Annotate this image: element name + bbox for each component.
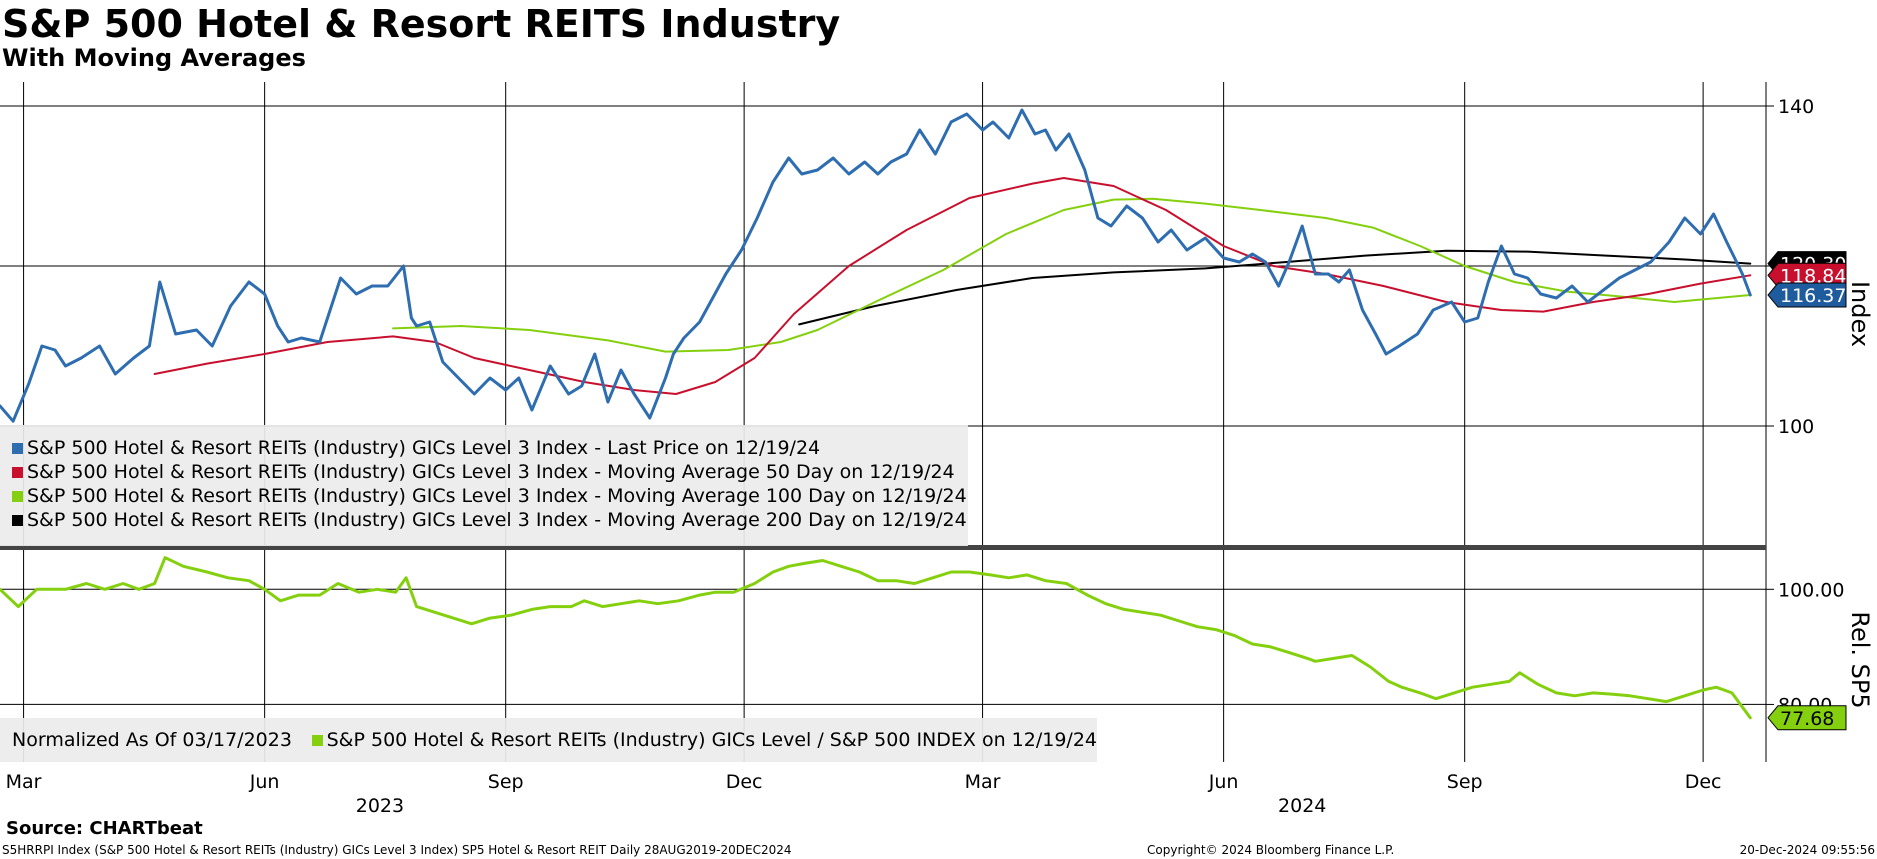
x-year-label: 2023 [356, 795, 404, 817]
normalized-note: Normalized As Of 03/17/2023 [12, 729, 292, 751]
legend-label-ma50: S&P 500 Hotel & Resort REITs (Industry) … [27, 461, 955, 483]
legend-swatch-relative [311, 734, 323, 746]
relative-legend: Normalized As Of 03/17/2023 S&P 500 Hote… [0, 718, 1097, 762]
value-badge-main-2-shape [1767, 282, 1847, 308]
legend-swatch-ma50 [12, 466, 23, 478]
legend-label-last-price: S&P 500 Hotel & Resort REITs (Industry) … [27, 437, 821, 459]
value-badge-relative-0-shape [1767, 705, 1847, 731]
legend-swatch-price [12, 442, 23, 454]
legend-label-relative: S&P 500 Hotel & Resort REITs (Industry) … [326, 729, 1097, 751]
value-badge-main-1-text: 118.84 [1780, 265, 1846, 287]
x-tick-label: Sep [488, 771, 524, 793]
x-year-label: 2024 [1278, 795, 1326, 817]
legend-label-ma200: S&P 500 Hotel & Resort REITs (Industry) … [27, 509, 967, 531]
series-line-price [0, 108, 1752, 423]
footer-ticker-info: S5HRRPI Index (S&P 500 Hotel & Resort RE… [2, 843, 792, 857]
y-axis-title-main: Index [1846, 281, 1874, 347]
chart-subtitle: With Moving Averages [2, 44, 306, 72]
series-line-ma50 [153, 177, 1752, 395]
legend-item-ma200: S&P 500 Hotel & Resort REITs (Industry) … [0, 508, 968, 532]
x-tick-label: Sep [1447, 771, 1483, 793]
chart-title: S&P 500 Hotel & Resort REITS Industry [2, 2, 841, 46]
x-tick-label: Mar [965, 771, 1001, 793]
main-legend: S&P 500 Hotel & Resort REITs (Industry) … [0, 425, 968, 546]
x-tick-label: Mar [6, 771, 42, 793]
value-badge-relative-0-text: 77.68 [1780, 708, 1834, 730]
series-line-rel [0, 556, 1752, 720]
legend-swatch-ma100 [12, 490, 23, 502]
source-note: Source: CHARTbeat [6, 818, 203, 839]
y-tick-label: 100.00 [1778, 579, 1844, 601]
y-tick-label: 100 [1778, 416, 1814, 438]
relative-panel-series [0, 556, 1752, 720]
series-line-ma100 [392, 197, 1752, 353]
value-badge-main-2-text: 116.37 [1780, 285, 1846, 307]
legend-item-ma50: S&P 500 Hotel & Resort REITs (Industry) … [0, 460, 968, 484]
footer-copyright: Copyright© 2024 Bloomberg Finance L.P. [1147, 843, 1395, 857]
x-tick-label: Dec [1685, 771, 1722, 793]
x-tick-label: Jun [249, 771, 280, 793]
legend-swatch-ma200 [12, 514, 23, 526]
y-tick-label: 140 [1778, 96, 1814, 118]
x-tick-label: Jun [1208, 771, 1239, 793]
series-line-ma200 [798, 249, 1752, 326]
legend-item-ma100: S&P 500 Hotel & Resort REITs (Industry) … [0, 484, 968, 508]
y-axis-title-relative: Rel. SP5 [1846, 611, 1874, 708]
legend-item-last-price: S&P 500 Hotel & Resort REITs (Industry) … [0, 436, 968, 460]
x-tick-label: Dec [726, 771, 763, 793]
axes: MarJunSepDecMarJunSepDec2023202410014080… [0, 82, 1874, 817]
gridlines [0, 82, 1766, 762]
legend-label-ma100: S&P 500 Hotel & Resort REITs (Industry) … [27, 485, 967, 507]
footer-timestamp: 20-Dec-2024 09:55:56 [1739, 843, 1875, 857]
main-panel-series [0, 108, 1752, 423]
